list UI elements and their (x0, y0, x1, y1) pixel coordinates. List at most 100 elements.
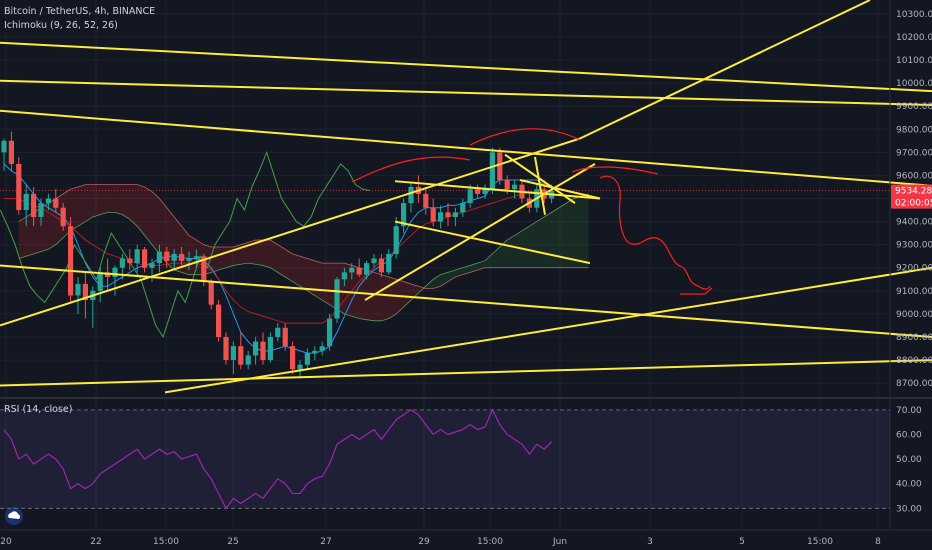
rsi-band (0, 409, 890, 509)
candle-body (8, 140, 14, 164)
trendline[interactable] (164, 266, 932, 394)
cloud-segment (462, 265, 471, 275)
time-tick-label: 25 (227, 537, 238, 547)
cloud-segment (573, 196, 582, 268)
candle (312, 346, 318, 361)
rsi-legend[interactable]: RSI (14, close) (4, 404, 72, 415)
candle (267, 332, 273, 363)
candle-body (423, 193, 429, 208)
trendline[interactable] (0, 137, 581, 327)
cloud-segment (159, 198, 167, 264)
rsi-grid (0, 409, 890, 509)
cloud-segment (92, 184, 101, 217)
trendline[interactable] (534, 156, 546, 215)
candle (142, 246, 148, 273)
time-tick-label: Jun (552, 537, 567, 547)
candle-body (341, 272, 347, 280)
time-axis[interactable]: 20 22 15:00 25 27 29 15:00 Jun 3 5 15:00 8 (0, 537, 881, 547)
candle (38, 198, 44, 227)
candle-body (504, 180, 510, 190)
kijun-sen (4, 191, 552, 324)
rsi-tick-label: 30.00 (896, 504, 922, 514)
candle-body (475, 189, 481, 194)
candle (408, 182, 414, 213)
trendline[interactable] (0, 41, 932, 93)
candle (260, 332, 266, 365)
cloud-segment (536, 216, 545, 268)
freehand-stroke[interactable] (571, 166, 659, 175)
rsi-tick-label: 70.00 (896, 406, 922, 416)
symbol-legend[interactable]: Bitcoin / TetherUS, 4h, BINANCE (4, 6, 155, 17)
candle-body (497, 152, 503, 181)
cloud-segment (477, 260, 485, 271)
freehand-drawings[interactable] (351, 128, 713, 295)
candle-body (356, 267, 362, 275)
candle (1, 138, 7, 171)
ichimoku-legend[interactable]: Ichimoku (9, 26, 52, 26) (4, 20, 118, 31)
candle-body (134, 249, 140, 264)
price-tick-label: 9000.00 (896, 310, 932, 320)
trendline[interactable] (579, 0, 871, 140)
freehand-stroke[interactable] (599, 175, 711, 290)
candle (445, 203, 451, 227)
candle-body (193, 256, 199, 259)
candle (179, 246, 185, 266)
trendline[interactable] (504, 153, 576, 204)
candle-body (245, 355, 251, 365)
cloud-logo-icon[interactable] (5, 507, 23, 525)
time-tick-label: 5 (739, 537, 745, 547)
candle-body (460, 203, 466, 213)
cloud-segment (78, 184, 86, 227)
candle-body (253, 341, 259, 356)
candle-body (408, 186, 414, 204)
cloud-segment (425, 279, 434, 289)
trendline[interactable] (519, 179, 601, 200)
price-tick-label: 9900.00 (896, 102, 932, 112)
cloud-segment (263, 240, 271, 268)
trendline[interactable] (0, 79, 932, 107)
candle-body (386, 253, 392, 273)
cloud-segment (189, 235, 197, 275)
rsi-axis[interactable]: 70.00 60.00 50.00 40.00 30.00 (896, 406, 922, 514)
time-tick-label: 20 (0, 537, 12, 547)
candle (223, 332, 229, 365)
candle (275, 323, 281, 342)
freehand-stroke[interactable] (351, 156, 471, 183)
cloud-segment (403, 281, 411, 307)
candle-body (179, 253, 185, 261)
trendline[interactable] (0, 264, 932, 338)
time-tick-label: 22 (90, 537, 101, 547)
candle-body (45, 198, 51, 204)
candle (497, 147, 503, 185)
candle-body (401, 203, 407, 227)
cloud-segment (100, 184, 108, 215)
chikou-span (0, 150, 371, 339)
last-price: 9534.28 (895, 187, 932, 197)
trendline[interactable] (364, 163, 596, 301)
cloud-segment (137, 184, 145, 236)
cloud-segment (107, 184, 115, 213)
cloud-segment (499, 240, 508, 268)
candle-body (349, 267, 355, 273)
trendlines[interactable] (0, 0, 932, 394)
candle (164, 246, 170, 268)
candle-body (119, 258, 125, 268)
trendline[interactable] (0, 359, 932, 387)
candle-body (297, 364, 303, 370)
candle (208, 279, 214, 310)
cloud-segment (544, 212, 552, 268)
trendline[interactable] (394, 220, 591, 265)
candle (304, 348, 310, 370)
candle-body (445, 212, 451, 217)
cloud-segment (85, 184, 93, 222)
freehand-stroke[interactable] (680, 287, 713, 295)
candle (156, 244, 162, 273)
candle (386, 249, 392, 275)
cloud-segment (18, 216, 27, 259)
freehand-stroke[interactable] (469, 128, 581, 146)
candle-body (282, 327, 288, 347)
rsi-tick-label: 40.00 (896, 480, 922, 490)
cloud-segment (522, 226, 530, 268)
trendline[interactable] (0, 109, 932, 187)
